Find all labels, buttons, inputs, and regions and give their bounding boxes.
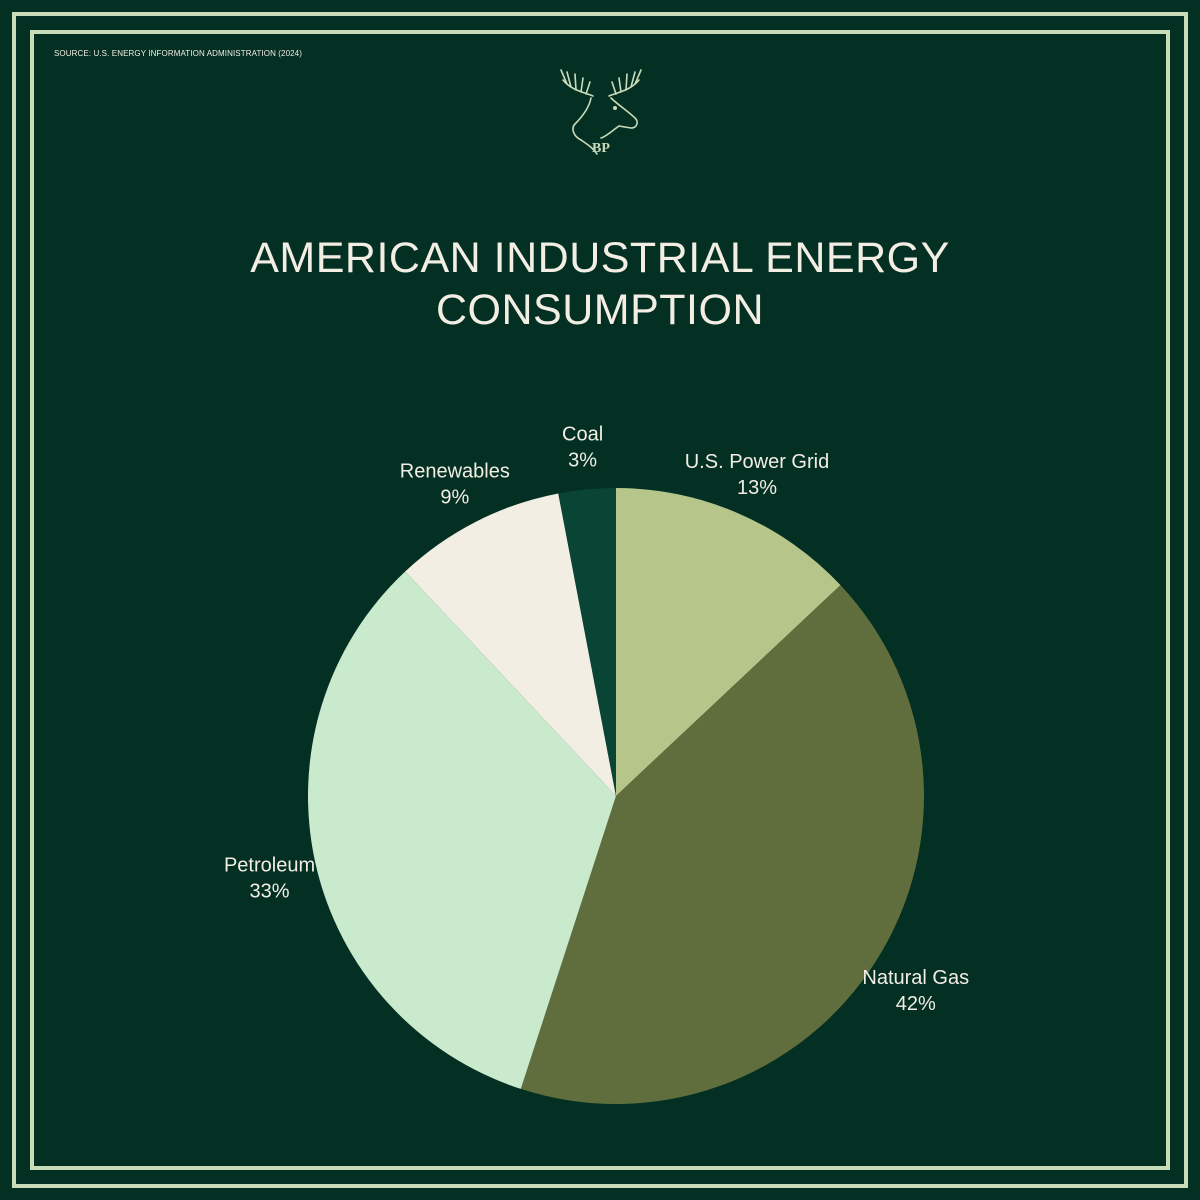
slice-category-label: Petroleum — [224, 854, 315, 876]
slice-value-label: 3% — [568, 450, 597, 472]
slice-value-label: 13% — [737, 477, 777, 499]
inner-frame — [30, 30, 1170, 1170]
pie-slice-petroleum — [308, 571, 616, 1089]
outer-frame — [12, 12, 1188, 1188]
source-note: SOURCE: U.S. ENERGY INFORMATION ADMINIST… — [54, 49, 302, 58]
slice-category-label: Renewables — [400, 461, 510, 483]
slice-label-renewables: Renewables 9% — [400, 461, 510, 509]
slice-value-label: 9% — [440, 487, 469, 509]
slice-value-label: 42% — [896, 993, 936, 1015]
pie-slice-natural-gas — [520, 585, 924, 1104]
slice-label-petroleum: Petroleum 33% — [224, 854, 315, 902]
slice-label-u-s-power-grid: U.S. Power Grid 13% — [685, 451, 829, 499]
pie-slice-renewables — [405, 493, 616, 796]
slice-label-coal: Coal 3% — [562, 424, 603, 472]
logo-text: BP — [592, 141, 610, 156]
pie-slice-coal — [558, 488, 616, 796]
slice-category-label: Natural Gas — [862, 967, 969, 989]
slice-category-label: U.S. Power Grid — [685, 451, 829, 473]
slice-value-label: 33% — [250, 880, 290, 902]
slice-label-natural-gas: Natural Gas 42% — [862, 967, 969, 1015]
chart-title: AMERICAN INDUSTRIAL ENERGY CONSUMPTION — [250, 234, 950, 334]
moose-head-icon: BP — [560, 69, 642, 156]
pie-slice-u-s-power-grid — [616, 488, 841, 796]
slice-category-label: Coal — [562, 424, 603, 446]
